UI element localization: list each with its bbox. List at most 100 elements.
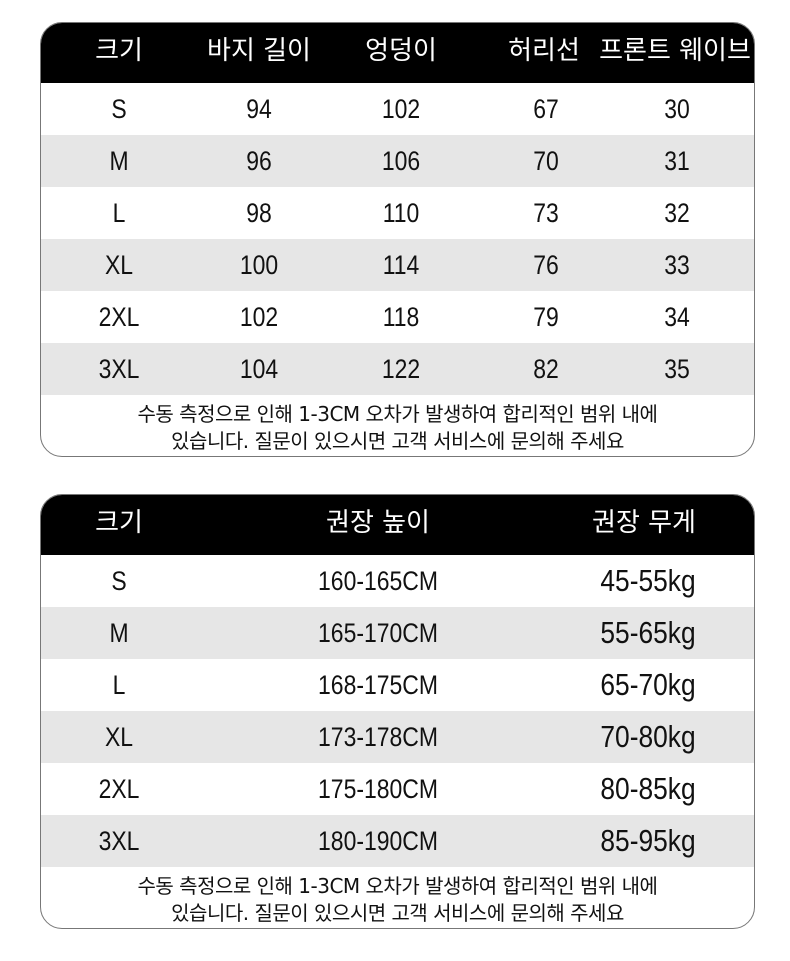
- cell-size-text: L: [112, 198, 126, 228]
- cell-waist: 76: [531, 239, 561, 291]
- cell-recommended-weight-text: 70-80kg: [600, 719, 696, 754]
- cell-pants-length: 104: [236, 343, 281, 395]
- cell-pants-length: 98: [244, 187, 274, 239]
- header-waist: 허리선: [508, 36, 580, 66]
- cell-size-text: 3XL: [98, 354, 140, 384]
- cell-pants-length: 96: [244, 135, 274, 187]
- cell-pants-length: 94: [244, 83, 274, 135]
- cell-waist-text: 82: [533, 354, 559, 384]
- table-row: 3XL 180-190CM 85-95kg: [41, 815, 754, 867]
- table-row: S 94 102 67 30: [41, 83, 754, 135]
- cell-recommended-weight: 85-95kg: [592, 815, 704, 867]
- cell-front-rise-text: 35: [664, 354, 690, 384]
- cell-size: 3XL: [95, 343, 143, 395]
- cell-size-text: L: [112, 670, 126, 700]
- cell-front-rise: 35: [662, 343, 692, 395]
- cell-waist-text: 70: [533, 146, 559, 176]
- cell-hip: 122: [378, 343, 423, 395]
- table-row: 3XL 104 122 82 35: [41, 343, 754, 395]
- cell-size: M: [108, 135, 131, 187]
- header-size: 크기: [95, 508, 143, 538]
- cell-size: S: [110, 555, 128, 607]
- cell-recommended-weight: 45-55kg: [592, 555, 704, 607]
- cell-pants-length: 102: [236, 291, 281, 343]
- cell-size-text: XL: [104, 722, 134, 752]
- cell-waist: 82: [531, 343, 561, 395]
- cell-size: 2XL: [95, 291, 143, 343]
- cell-pants-length-text: 94: [246, 94, 272, 124]
- cell-recommended-weight: 55-65kg: [592, 607, 704, 659]
- cell-pants-length-text: 96: [246, 146, 272, 176]
- cell-hip-text: 122: [381, 354, 421, 384]
- cell-waist: 79: [531, 291, 561, 343]
- cell-hip: 114: [379, 239, 422, 291]
- cell-front-rise-text: 34: [664, 302, 690, 332]
- cell-hip-text: 110: [382, 198, 420, 228]
- cell-recommended-weight-text: 55-65kg: [600, 615, 696, 650]
- header-recommended-height: 권장 높이: [326, 508, 430, 538]
- cell-hip: 110: [379, 187, 422, 239]
- header-hip: 엉덩이: [365, 36, 437, 66]
- cell-size-text: 2XL: [98, 302, 140, 332]
- cell-hip-text: 102: [381, 94, 421, 124]
- cell-recommended-height: 165-170CM: [307, 607, 448, 659]
- cell-size-text: M: [109, 146, 129, 176]
- table-row: L 168-175CM 65-70kg: [41, 659, 754, 711]
- table-row: S 160-165CM 45-55kg: [41, 555, 754, 607]
- cell-size-text: S: [111, 566, 127, 596]
- measurement-note: 수동 측정으로 인해 1-3CM 오차가 발생하여 합리적인 범위 내에 있습니…: [41, 867, 754, 927]
- table-row: L 98 110 73 32: [41, 187, 754, 239]
- cell-front-rise-text: 33: [664, 250, 690, 280]
- table-row: 2XL 102 118 79 34: [41, 291, 754, 343]
- cell-waist-text: 76: [533, 250, 559, 280]
- cell-pants-length-text: 102: [239, 302, 279, 332]
- cell-hip-text: 106: [381, 146, 421, 176]
- cell-waist: 67: [531, 83, 561, 135]
- cell-hip: 106: [378, 135, 423, 187]
- cell-waist-text: 67: [533, 94, 559, 124]
- table-row: M 165-170CM 55-65kg: [41, 607, 754, 659]
- cell-recommended-weight-text: 65-70kg: [600, 667, 696, 702]
- cell-recommended-height: 175-180CM: [307, 763, 448, 815]
- cell-recommended-height-text: 175-180CM: [318, 774, 438, 804]
- cell-size: 2XL: [95, 763, 143, 815]
- cell-recommended-weight: 65-70kg: [592, 659, 704, 711]
- cell-hip-text: 114: [382, 250, 420, 280]
- cell-front-rise: 32: [662, 187, 692, 239]
- table-row: XL 100 114 76 33: [41, 239, 754, 291]
- measurement-note: 수동 측정으로 인해 1-3CM 오차가 발생하여 합리적인 범위 내에 있습니…: [41, 395, 754, 455]
- cell-front-rise-text: 32: [664, 198, 690, 228]
- note-line-2: 있습니다. 질문이 있으시면 고객 서비스에 문의해 주세요: [171, 901, 624, 925]
- cell-recommended-weight-text: 80-85kg: [600, 771, 696, 806]
- cell-size: XL: [102, 239, 135, 291]
- cell-front-rise-text: 30: [664, 94, 690, 124]
- table-row: XL 173-178CM 70-80kg: [41, 711, 754, 763]
- cell-waist: 70: [531, 135, 561, 187]
- cell-recommended-weight: 80-85kg: [592, 763, 704, 815]
- recommend-table-header: 크기 권장 높이 권장 무게: [41, 495, 754, 555]
- cell-hip: 102: [378, 83, 423, 135]
- cell-size: L: [111, 187, 126, 239]
- cell-recommended-height-text: 173-178CM: [318, 722, 438, 752]
- cell-front-rise: 30: [662, 83, 692, 135]
- cell-size: M: [108, 607, 131, 659]
- cell-pants-length: 100: [236, 239, 281, 291]
- header-recommended-weight: 권장 무게: [592, 508, 696, 538]
- header-size: 크기: [95, 36, 143, 66]
- note-line-1: 수동 측정으로 인해 1-3CM 오차가 발생하여 합리적인 범위 내에: [137, 402, 658, 426]
- size-table-header: 크기 바지 길이 엉덩이 허리선 프론트 웨이브: [41, 23, 754, 83]
- cell-size-text: 3XL: [98, 826, 140, 856]
- cell-hip-text: 118: [382, 302, 420, 332]
- cell-recommended-height-text: 180-190CM: [318, 826, 438, 856]
- cell-pants-length-text: 98: [246, 198, 272, 228]
- cell-waist: 73: [531, 187, 561, 239]
- cell-size: 3XL: [95, 815, 143, 867]
- cell-recommended-height: 180-190CM: [307, 815, 448, 867]
- cell-waist-text: 79: [533, 302, 559, 332]
- note-line-1: 수동 측정으로 인해 1-3CM 오차가 발생하여 합리적인 범위 내에: [137, 874, 658, 898]
- size-table: 크기 바지 길이 엉덩이 허리선 프론트 웨이브 S 94 102 67 30 M 96 10…: [40, 22, 755, 457]
- cell-size: S: [110, 83, 128, 135]
- cell-size-text: M: [109, 618, 129, 648]
- note-line-2: 있습니다. 질문이 있으시면 고객 서비스에 문의해 주세요: [171, 429, 624, 453]
- cell-front-rise: 31: [662, 135, 692, 187]
